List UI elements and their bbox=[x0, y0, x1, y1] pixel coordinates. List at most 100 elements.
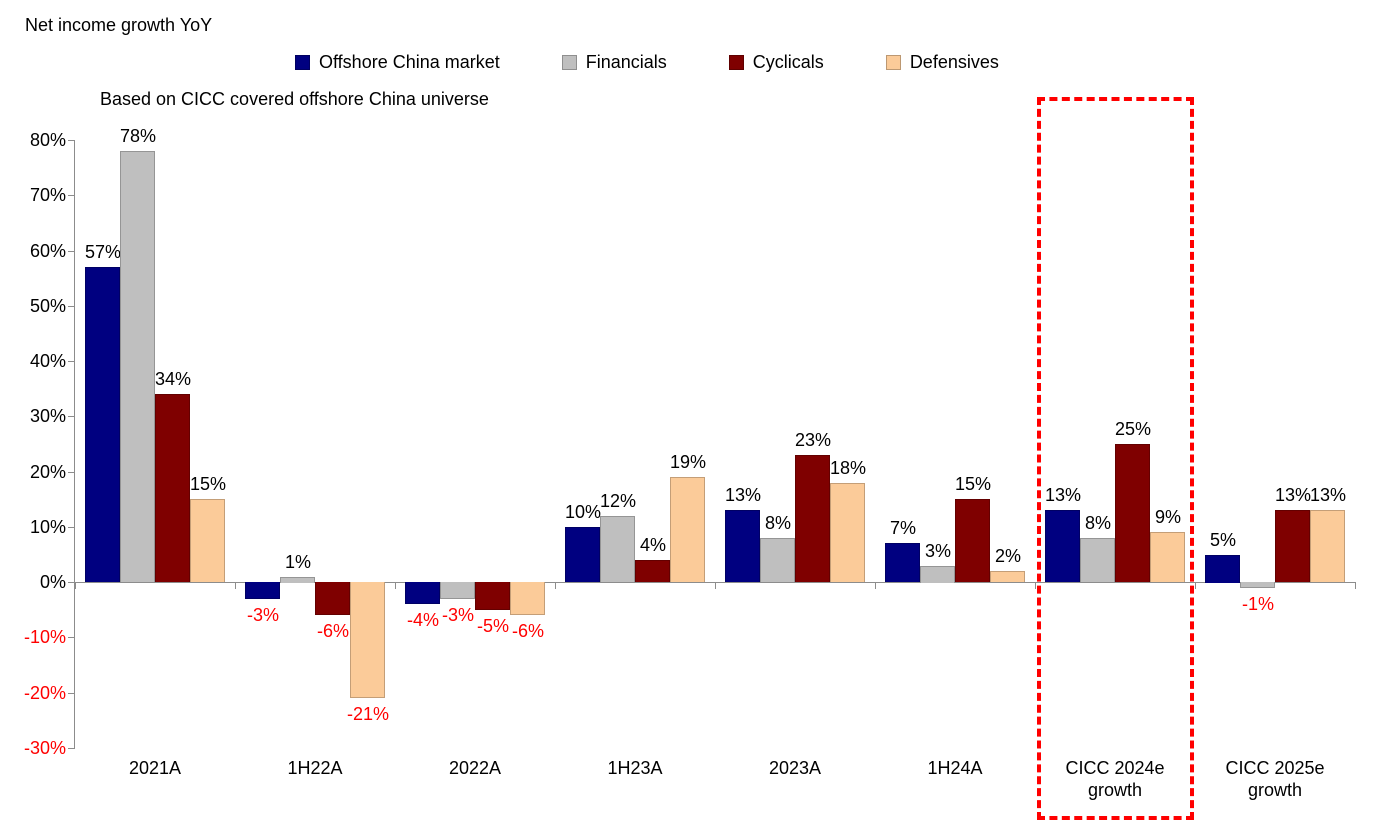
y-axis-tick bbox=[68, 195, 75, 196]
y-tick-label: 60% bbox=[29, 241, 66, 261]
legend-item: Offshore China market bbox=[295, 52, 500, 73]
bar-value-label: 19% bbox=[669, 452, 707, 472]
x-axis-tick bbox=[1035, 582, 1036, 589]
bar-value-label: 9% bbox=[1154, 507, 1181, 527]
bar-value-label: 13% bbox=[1044, 485, 1082, 505]
bar-value-label: 18% bbox=[829, 458, 867, 478]
y-tick-label: -30% bbox=[23, 738, 66, 758]
y-axis-tick bbox=[68, 251, 75, 252]
legend-label: Defensives bbox=[909, 52, 999, 72]
x-category-label: 2021A bbox=[128, 758, 182, 778]
y-axis-tick bbox=[68, 140, 75, 141]
x-axis-tick bbox=[1355, 582, 1356, 589]
bar-value-label: -5% bbox=[476, 616, 509, 636]
y-axis-tick bbox=[68, 472, 75, 473]
x-category-label: 1H24A bbox=[927, 758, 983, 778]
highlight-box bbox=[1037, 97, 1194, 820]
legend-swatch-icon bbox=[295, 55, 310, 70]
x-category-label: 2022A bbox=[448, 758, 502, 778]
bar bbox=[725, 510, 760, 582]
y-tick-label: 50% bbox=[29, 296, 66, 316]
bar bbox=[670, 477, 705, 582]
y-tick-label: 0% bbox=[39, 572, 66, 592]
bar bbox=[955, 499, 990, 582]
bar bbox=[1115, 444, 1150, 582]
y-tick-label: 80% bbox=[29, 130, 66, 150]
bar bbox=[990, 571, 1025, 582]
bar-value-label: 15% bbox=[954, 474, 992, 494]
legend-label: Offshore China market bbox=[319, 52, 500, 72]
bar bbox=[1150, 532, 1185, 582]
bar-value-label: 25% bbox=[1114, 419, 1152, 439]
bar bbox=[510, 582, 545, 615]
y-tick-label: 70% bbox=[29, 185, 66, 205]
bar bbox=[245, 582, 280, 599]
bar bbox=[190, 499, 225, 582]
bar bbox=[350, 582, 385, 698]
bar-value-label: 3% bbox=[924, 541, 951, 561]
bar-value-label: -6% bbox=[316, 621, 349, 641]
bar bbox=[885, 543, 920, 582]
bar-value-label: 57% bbox=[84, 242, 122, 262]
x-axis-tick bbox=[875, 582, 876, 589]
bar bbox=[565, 527, 600, 582]
y-axis-tick bbox=[68, 637, 75, 638]
bar bbox=[635, 560, 670, 582]
bar-value-label: -3% bbox=[441, 605, 474, 625]
bar bbox=[1045, 510, 1080, 582]
x-axis-tick bbox=[1195, 582, 1196, 589]
bar-value-label: 23% bbox=[794, 430, 832, 450]
bar-value-label: 7% bbox=[889, 518, 916, 538]
legend-label: Financials bbox=[585, 52, 667, 72]
x-category-label: 1H22A bbox=[287, 758, 343, 778]
bar-value-label: 13% bbox=[724, 485, 762, 505]
y-axis-tick bbox=[68, 693, 75, 694]
bar bbox=[1310, 510, 1345, 582]
legend-swatch-icon bbox=[728, 55, 744, 70]
y-axis-tick bbox=[68, 527, 75, 528]
legend-swatch-icon bbox=[885, 55, 901, 70]
x-category-label: 2023A bbox=[768, 758, 822, 778]
bar-value-label: 78% bbox=[119, 126, 157, 146]
bar-value-label: 13% bbox=[1274, 485, 1312, 505]
chart-title: Net income growth YoY bbox=[25, 15, 213, 35]
y-axis-tick bbox=[68, 582, 75, 583]
bar-value-label: 5% bbox=[1209, 530, 1236, 550]
legend-item: Defensives bbox=[885, 52, 999, 73]
y-tick-label: -20% bbox=[23, 683, 66, 703]
bar bbox=[1080, 538, 1115, 582]
bar-value-label: 13% bbox=[1309, 485, 1347, 505]
bar bbox=[920, 566, 955, 583]
bar-value-label: -4% bbox=[406, 610, 439, 630]
legend: Offshore China market Financials Cyclicals… bbox=[295, 52, 1061, 73]
bar bbox=[475, 582, 510, 610]
bar-value-label: 8% bbox=[1084, 513, 1111, 533]
bar-value-label: -1% bbox=[1241, 594, 1274, 614]
chart-subtitle: Based on CICC covered offshore China uni… bbox=[100, 89, 489, 109]
bar bbox=[120, 151, 155, 582]
bar bbox=[1275, 510, 1310, 582]
x-category-label: 1H23A bbox=[607, 758, 663, 778]
y-axis-line bbox=[74, 140, 75, 748]
y-tick-label: 40% bbox=[29, 351, 66, 371]
bar-value-label: -21% bbox=[346, 704, 390, 724]
legend-swatch-icon bbox=[561, 55, 577, 70]
x-category-label: CICC 2024e growth bbox=[1065, 758, 1165, 800]
bar bbox=[1240, 582, 1275, 588]
bar-value-label: 8% bbox=[764, 513, 791, 533]
x-category-label: CICC 2025e growth bbox=[1225, 758, 1325, 800]
x-axis-tick bbox=[75, 582, 76, 589]
bar bbox=[280, 577, 315, 583]
bar-value-label: -6% bbox=[511, 621, 544, 641]
bar bbox=[440, 582, 475, 599]
bar-value-label: 34% bbox=[154, 369, 192, 389]
y-axis-tick bbox=[68, 306, 75, 307]
x-axis-tick bbox=[555, 582, 556, 589]
bar-value-label: 1% bbox=[284, 552, 311, 572]
bar bbox=[795, 455, 830, 582]
bar bbox=[1205, 555, 1240, 583]
bar-value-label: 15% bbox=[189, 474, 227, 494]
bar bbox=[830, 483, 865, 582]
